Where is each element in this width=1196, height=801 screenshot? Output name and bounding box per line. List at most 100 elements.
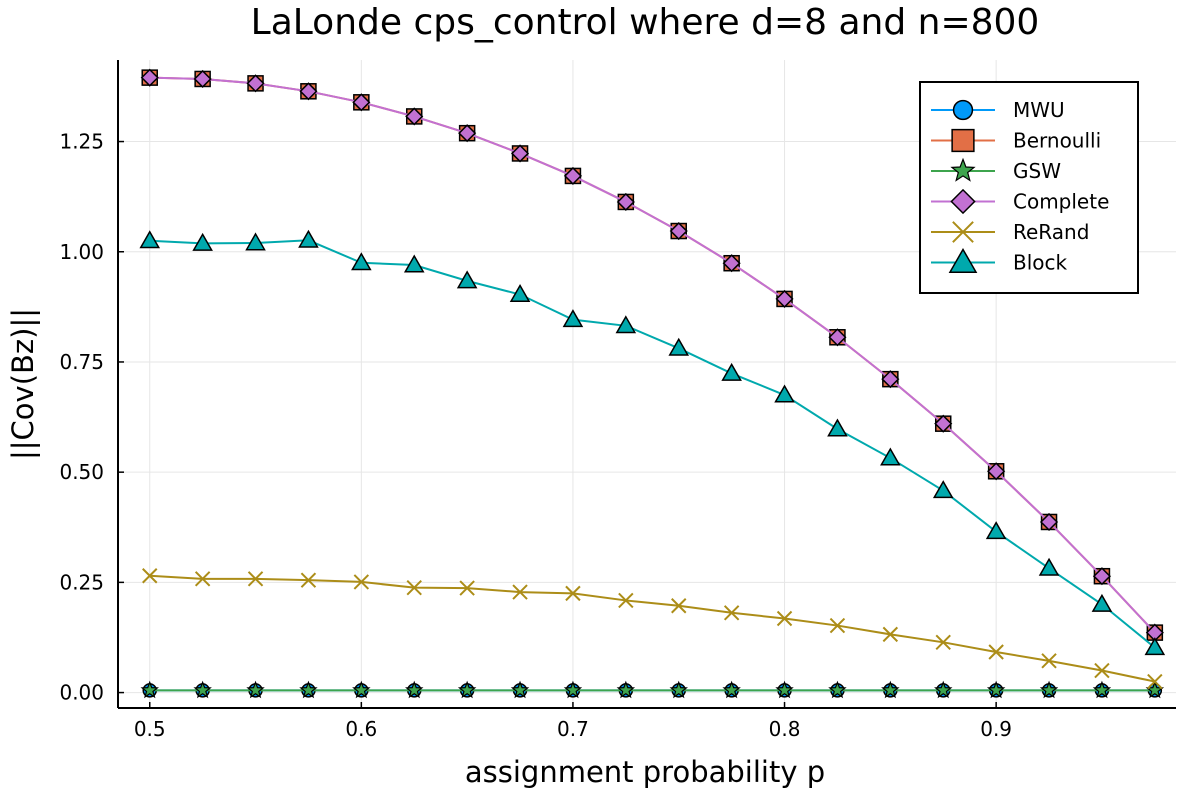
- data-point-gsw: [352, 680, 371, 699]
- series-line-rerand: [149, 574, 1156, 683]
- data-point-block: [721, 362, 742, 381]
- legend-label-rerand: ReRand: [1013, 220, 1089, 244]
- data-point-gsw: [140, 680, 159, 699]
- data-point-complete: [193, 69, 212, 89]
- data-point-complete: [563, 166, 583, 185]
- data-point-rerand: [194, 571, 211, 587]
- data-point-block: [456, 270, 478, 289]
- legend-label-gsw: GSW: [1013, 159, 1061, 183]
- data-point-gsw: [934, 680, 953, 699]
- series-block: [139, 229, 1166, 656]
- data-point-complete: [987, 462, 1006, 481]
- data-point-rerand: [618, 592, 634, 609]
- data-point-block: [827, 418, 848, 437]
- x-tick-label: 0.5: [134, 717, 166, 741]
- x-tick-label: 0.9: [980, 717, 1012, 741]
- data-point-gsw: [1092, 680, 1112, 699]
- data-point-block: [139, 230, 161, 249]
- data-point-rerand: [882, 626, 899, 643]
- data-point-rerand: [406, 579, 422, 596]
- data-point-gsw: [405, 680, 424, 699]
- legend-item-gsw: GSW: [931, 157, 1061, 183]
- y-tick-label: 1.00: [59, 240, 104, 264]
- x-ticks: 0.5 0.6 0.7 0.8 0.9: [134, 702, 1012, 741]
- chart-title: LaLonde cps_control where d=8 and n=800: [251, 2, 1040, 43]
- data-point-rerand: [247, 571, 264, 587]
- data-point-complete: [405, 107, 424, 126]
- data-point-gsw: [246, 680, 265, 699]
- data-point-gsw: [722, 680, 741, 699]
- x-tick-label: 0.7: [557, 717, 589, 741]
- data-point-rerand: [142, 568, 158, 584]
- data-point-complete: [352, 93, 371, 112]
- series-rerand: [142, 568, 1163, 690]
- legend-label-complete: Complete: [1013, 190, 1109, 214]
- legend-marker-complete: [950, 188, 976, 215]
- data-point-gsw: [193, 680, 212, 699]
- data-point-gsw: [881, 680, 900, 699]
- legend-marker-block: [948, 247, 978, 274]
- data-point-gsw: [775, 680, 794, 699]
- series-gsw: [140, 680, 1165, 699]
- data-point-rerand: [1147, 673, 1163, 690]
- data-point-gsw: [457, 680, 477, 699]
- data-point-rerand: [935, 634, 951, 651]
- data-point-complete: [510, 144, 530, 163]
- series-line-block: [149, 239, 1156, 649]
- data-point-rerand: [776, 610, 793, 627]
- legend-marker-rerand: [952, 221, 974, 243]
- y-tick-label: 0.50: [59, 460, 104, 484]
- data-point-rerand: [988, 644, 1004, 660]
- series-complete: [140, 68, 1164, 642]
- data-point-block: [298, 229, 319, 248]
- data-point-rerand: [300, 572, 317, 588]
- series-layer: [139, 68, 1166, 699]
- data-point-complete: [616, 192, 635, 212]
- data-point-gsw: [563, 680, 583, 699]
- data-point-rerand: [1041, 653, 1057, 669]
- x-tick-label: 0.8: [769, 717, 801, 741]
- x-tick-label: 0.6: [345, 717, 377, 741]
- legend-item-bernoulli: Bernoulli: [931, 129, 1101, 153]
- data-point-rerand: [353, 574, 370, 590]
- data-point-rerand: [565, 585, 581, 602]
- legend-item-mwu: MWU: [931, 98, 1065, 122]
- data-point-complete: [299, 82, 318, 101]
- data-point-rerand: [512, 584, 528, 600]
- data-point-block: [1144, 637, 1166, 656]
- data-point-complete: [1092, 567, 1112, 586]
- data-point-block: [880, 447, 901, 466]
- y-tick-label: 0.75: [59, 350, 104, 374]
- data-point-block: [774, 384, 795, 403]
- data-point-complete: [775, 289, 794, 308]
- data-point-gsw: [616, 680, 636, 699]
- data-point-rerand: [723, 605, 740, 621]
- data-point-block: [509, 284, 531, 303]
- data-point-complete: [828, 328, 847, 347]
- data-point-complete: [1039, 512, 1059, 532]
- data-point-block: [351, 252, 372, 271]
- legend-label-bernoulli: Bernoulli: [1013, 129, 1101, 153]
- data-point-complete: [934, 414, 953, 433]
- data-point-complete: [246, 74, 265, 93]
- legend-label-block: Block: [1013, 251, 1068, 275]
- y-tick-label: 0.00: [59, 681, 104, 705]
- data-point-block: [403, 254, 425, 273]
- data-point-block: [1038, 557, 1060, 576]
- legend-item-block: Block: [931, 247, 1068, 275]
- y-tick-label: 1.25: [59, 130, 104, 154]
- data-point-block: [562, 309, 584, 328]
- x-axis-label: assignment probability p: [465, 755, 825, 789]
- data-point-complete: [669, 221, 688, 241]
- legend-marker-mwu: [952, 99, 974, 121]
- legend-item-rerand: ReRand: [931, 220, 1089, 244]
- series-line-complete: [149, 76, 1156, 634]
- legend-item-complete: Complete: [931, 188, 1109, 215]
- data-point-gsw: [510, 680, 530, 699]
- data-point-rerand: [459, 580, 475, 596]
- data-point-complete: [140, 68, 159, 87]
- data-point-block: [245, 232, 266, 251]
- data-point-gsw: [1039, 680, 1059, 699]
- y-ticks: 0.00 0.25 0.50 0.75 1.00 1.25: [59, 130, 124, 705]
